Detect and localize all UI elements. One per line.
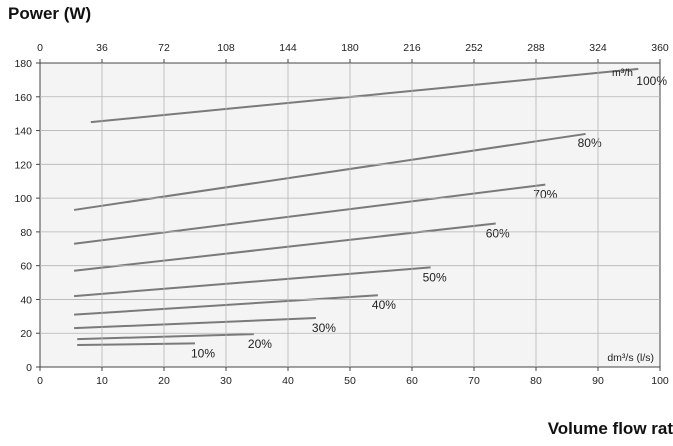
y-tick-label: 40: [20, 294, 32, 306]
x-bottom-unit-label: dm³/s (l/s): [607, 352, 654, 364]
series-label: 20%: [248, 337, 272, 351]
x-axis-bottom: 0 10 20 30 40 50 60 70 80 90 100: [37, 367, 669, 387]
series-line: [90, 67, 639, 124]
y-tick-label: 100: [14, 193, 32, 205]
y-tick-label: 180: [14, 58, 32, 70]
x-tick-label: 20: [158, 375, 170, 387]
grid-lines: [40, 63, 660, 367]
y-tick-label: 0: [26, 362, 32, 374]
series-lines: [73, 67, 639, 347]
y-tick-label: 120: [14, 159, 32, 171]
x-top-unit-label: m³/h: [612, 67, 633, 79]
series-line: [77, 333, 254, 341]
series-line: [74, 266, 431, 298]
x-top-tick-label: 108: [217, 42, 235, 54]
series-label: 40%: [372, 298, 396, 312]
x-tick-label: 10: [96, 375, 108, 387]
series-label: 80%: [578, 136, 602, 150]
x-top-tick-label: 216: [403, 42, 421, 54]
series-label: 60%: [486, 226, 510, 240]
x-tick-label: 0: [37, 375, 43, 387]
x-top-tick-label: 288: [527, 42, 545, 54]
x-top-tick-label: 324: [589, 42, 607, 54]
series-line: [77, 342, 196, 347]
x-tick-label: 100: [651, 375, 669, 387]
series-line: [73, 132, 586, 211]
x-tick-label: 50: [344, 375, 356, 387]
series-line: [73, 183, 546, 245]
x-tick-label: 70: [468, 375, 480, 387]
x-tick-label: 40: [282, 375, 294, 387]
series-label: 50%: [423, 270, 447, 284]
y-tick-label: 20: [20, 328, 32, 340]
series-labels: 100% 80% 70% 60% 50% 40% 30% 20% 10%: [191, 74, 667, 360]
y-axis: 0 20 40 60 80 100 120 140 160 180: [14, 58, 40, 374]
x-top-tick-label: 360: [651, 42, 669, 54]
series-line: [74, 317, 316, 330]
y-tick-label: 140: [14, 126, 32, 138]
y-tick-label: 60: [20, 261, 32, 273]
series-label: 10%: [191, 346, 215, 360]
series-line: [73, 222, 496, 272]
series-label: 30%: [312, 321, 336, 335]
x-axis-title: Volume flow rat: [547, 419, 673, 438]
x-axis-top: 0 36 72 108 144 180 216 252 288 324 360: [37, 42, 669, 63]
x-tick-label: 30: [220, 375, 232, 387]
x-tick-label: 80: [530, 375, 542, 387]
x-top-tick-label: 0: [37, 42, 43, 54]
series-label: 70%: [533, 188, 557, 202]
x-top-tick-label: 36: [96, 42, 108, 54]
x-top-tick-label: 72: [158, 42, 170, 54]
y-tick-label: 80: [20, 227, 32, 239]
y-tick-label: 160: [14, 92, 32, 104]
series-label: 100%: [636, 74, 667, 88]
x-top-tick-label: 252: [465, 42, 483, 54]
x-tick-label: 90: [592, 375, 604, 387]
y-axis-title: Power (W): [8, 4, 92, 23]
x-top-tick-label: 180: [341, 42, 359, 54]
x-tick-label: 60: [406, 375, 418, 387]
x-top-tick-label: 144: [279, 42, 297, 54]
